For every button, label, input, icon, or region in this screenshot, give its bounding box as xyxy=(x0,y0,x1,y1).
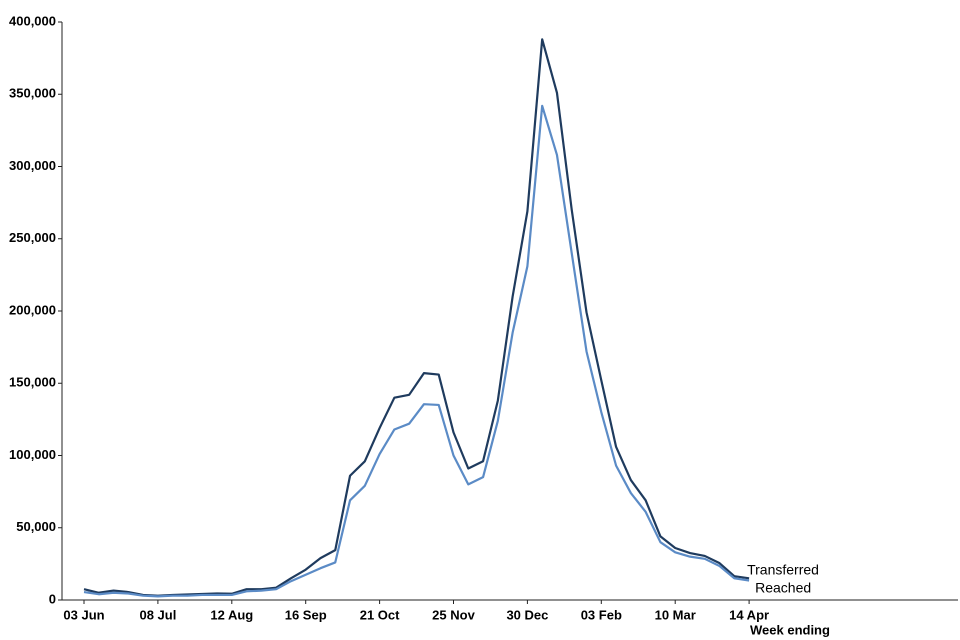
y-tick-label: 50,000 xyxy=(16,519,56,534)
y-tick-label: 400,000 xyxy=(9,13,56,28)
y-tick-label: 0 xyxy=(49,591,56,606)
y-tick-label: 300,000 xyxy=(9,158,56,173)
y-tick-label: 100,000 xyxy=(9,447,56,462)
x-tick-label: 12 Aug xyxy=(210,607,253,622)
y-tick-label: 150,000 xyxy=(9,375,56,390)
y-tick-label: 250,000 xyxy=(9,230,56,245)
x-tick-label: 30 Dec xyxy=(506,607,548,622)
x-tick-label: 16 Sep xyxy=(285,607,327,622)
y-tick-label: 200,000 xyxy=(9,302,56,317)
x-tick-label: 25 Nov xyxy=(432,607,475,622)
x-tick-label: 08 Jul xyxy=(139,607,176,622)
series-label: Reached xyxy=(755,580,811,596)
x-tick-label: 03 Feb xyxy=(581,607,622,622)
x-tick-label: 14 Apr xyxy=(729,607,769,622)
series-line xyxy=(83,38,750,597)
x-tick-label: 03 Jun xyxy=(63,607,104,622)
x-tick-label: 10 Mar xyxy=(655,607,696,622)
y-tick-label: 350,000 xyxy=(9,86,56,101)
x-tick-label: 21 Oct xyxy=(360,607,400,622)
series-line xyxy=(83,104,750,598)
series-label: Transferred xyxy=(747,562,819,578)
x-axis-label: Week ending xyxy=(750,622,830,637)
